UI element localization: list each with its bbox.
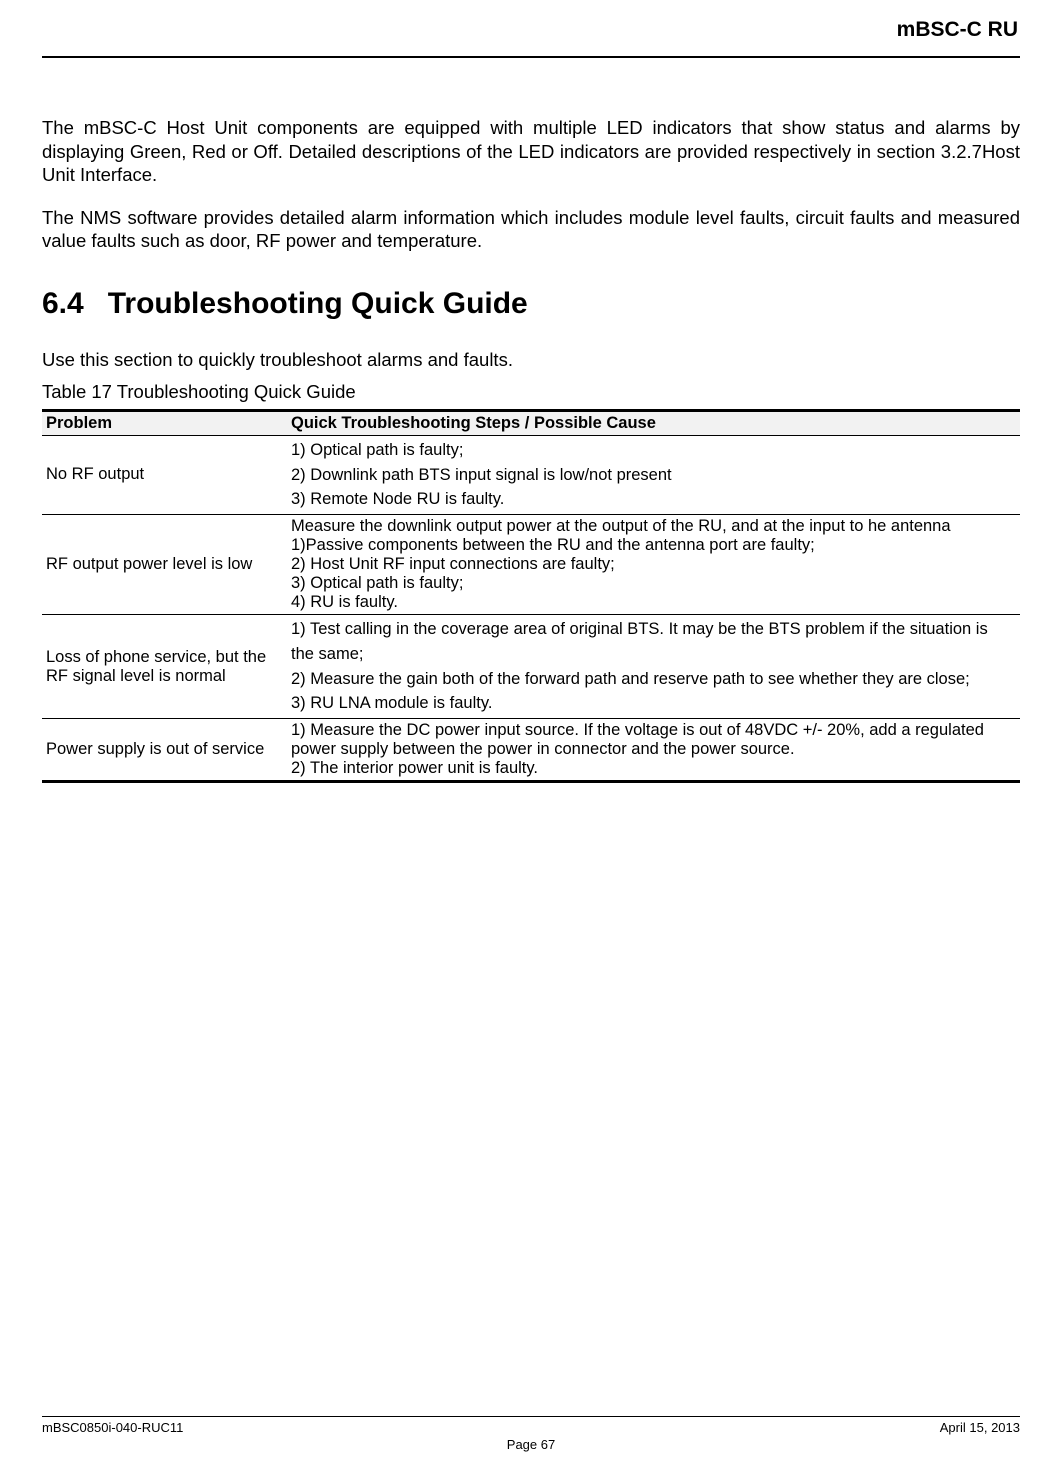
cause-line: 2) The interior power unit is faulty.: [291, 759, 1014, 778]
col-header-problem: Problem: [42, 410, 287, 435]
cause-line: 3) RU LNA module is faulty.: [291, 691, 1014, 716]
footer-date: April 15, 2013: [940, 1420, 1020, 1435]
section-heading: 6.4 Troubleshooting Quick Guide: [42, 287, 1020, 321]
cause-line: 1) Measure the DC power input source. If…: [291, 721, 1014, 759]
cell-problem: No RF output: [42, 435, 287, 514]
table-row: RF output power level is lowMeasure the …: [42, 515, 1020, 615]
cause-line: 3) Remote Node RU is faulty.: [291, 487, 1014, 512]
cause-line: Measure the downlink output power at the…: [291, 517, 1014, 536]
cell-cause: 1) Test calling in the coverage area of …: [287, 615, 1020, 719]
page-header-product: mBSC-C RU: [42, 18, 1020, 44]
col-header-cause: Quick Troubleshooting Steps / Possible C…: [287, 410, 1020, 435]
section-title: Troubleshooting Quick Guide: [108, 287, 528, 320]
cause-line: 3) Optical path is faulty;: [291, 574, 1014, 593]
cause-line: 2) Host Unit RF input connections are fa…: [291, 555, 1014, 574]
table-row: Loss of phone service, but the RF signal…: [42, 615, 1020, 719]
footer-doc-id: mBSC0850i-040-RUC11: [42, 1420, 183, 1435]
section-lead: Use this section to quickly troubleshoot…: [42, 349, 1020, 371]
header-rule: [42, 56, 1020, 58]
troubleshooting-table: Problem Quick Troubleshooting Steps / Po…: [42, 409, 1020, 783]
cause-line: 1) Optical path is faulty;: [291, 438, 1014, 463]
cause-line: 4) RU is faulty.: [291, 593, 1014, 612]
cause-line: 2) Measure the gain both of the forward …: [291, 667, 1014, 692]
section-number: 6.4: [42, 287, 84, 321]
cell-cause: Measure the downlink output power at the…: [287, 515, 1020, 615]
intro-paragraph-2: The NMS software provides detailed alarm…: [42, 206, 1020, 253]
cause-line: 1)Passive components between the RU and …: [291, 536, 1014, 555]
table-row: Power supply is out of service1) Measure…: [42, 719, 1020, 782]
cell-cause: 1) Optical path is faulty;2) Downlink pa…: [287, 435, 1020, 514]
cell-problem: Power supply is out of service: [42, 719, 287, 782]
cell-problem: RF output power level is low: [42, 515, 287, 615]
table-caption: Table 17 Troubleshooting Quick Guide: [42, 381, 1020, 403]
table-row: No RF output1) Optical path is faulty;2)…: [42, 435, 1020, 514]
cause-line: 2) Downlink path BTS input signal is low…: [291, 463, 1014, 488]
cause-line: 1) Test calling in the coverage area of …: [291, 617, 1014, 667]
cell-problem: Loss of phone service, but the RF signal…: [42, 615, 287, 719]
footer-page-number: Page 67: [42, 1437, 1020, 1452]
cell-cause: 1) Measure the DC power input source. If…: [287, 719, 1020, 782]
table-header-row: Problem Quick Troubleshooting Steps / Po…: [42, 410, 1020, 435]
page-footer: mBSC0850i-040-RUC11 April 15, 2013 Page …: [42, 1416, 1020, 1452]
intro-paragraph-1: The mBSC-C Host Unit components are equi…: [42, 116, 1020, 187]
table-body: No RF output1) Optical path is faulty;2)…: [42, 435, 1020, 781]
